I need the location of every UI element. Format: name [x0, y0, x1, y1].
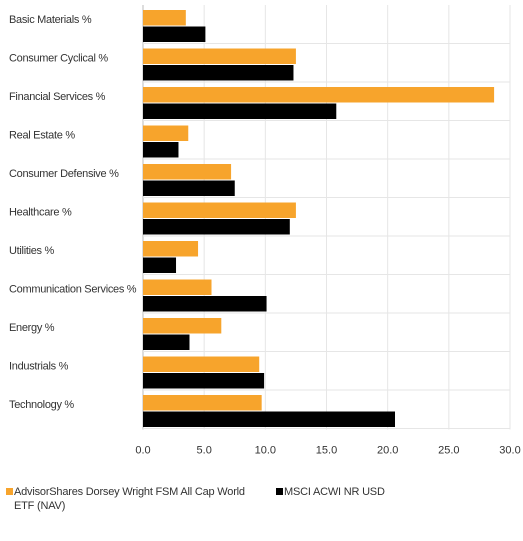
bars [143, 10, 495, 427]
bar-benchmark [143, 411, 396, 427]
bar-fund [143, 395, 262, 411]
x-tick-label: 10.0 [255, 445, 276, 457]
legend-item-benchmark: MSCI ACWI NR USD [276, 485, 476, 499]
bar-benchmark [143, 103, 337, 119]
bar-fund [143, 48, 296, 64]
bar-benchmark [143, 180, 235, 196]
bar-benchmark [143, 142, 179, 158]
bar-fund [143, 318, 222, 334]
x-tick-label: 30.0 [499, 445, 520, 457]
bar-fund [143, 10, 186, 26]
x-tick-label: 20.0 [377, 445, 398, 457]
bar-benchmark [143, 219, 290, 235]
x-tick-label: 25.0 [438, 445, 459, 457]
grid-lines [142, 5, 511, 430]
bar-fund [143, 279, 212, 295]
bar-benchmark [143, 65, 294, 81]
legend-item-fund: AdvisorShares Dorsey Wright FSM All Cap … [6, 485, 256, 513]
bar-benchmark [143, 257, 177, 273]
bar-benchmark [143, 373, 265, 389]
legend: AdvisorShares Dorsey Wright FSM All Cap … [0, 485, 523, 535]
x-tick-label: 15.0 [316, 445, 337, 457]
bar-fund [143, 356, 260, 372]
category-label: Consumer Cyclical % [9, 53, 108, 65]
category-label: Consumer Defensive % [9, 168, 119, 180]
category-label: Industrials % [9, 361, 69, 373]
category-labels: Basic Materials % Consumer Cyclical % Fina… [9, 14, 137, 411]
category-label: Healthcare % [9, 207, 72, 219]
bar-fund [143, 202, 296, 218]
bar-fund [143, 164, 232, 180]
category-label: Financial Services % [9, 91, 106, 103]
x-axis-ticks: 0.0 5.0 10.0 15.0 20.0 25.0 30.0 [135, 445, 520, 457]
bar-fund [143, 241, 199, 257]
bar-benchmark [143, 296, 267, 312]
x-tick-label: 5.0 [197, 445, 212, 457]
x-tick-label: 0.0 [135, 445, 150, 457]
bar-benchmark [143, 334, 190, 350]
category-label: Basic Materials % [9, 14, 92, 26]
bar-benchmark [143, 26, 206, 42]
category-label: Communication Services % [9, 284, 137, 296]
legend-swatch-benchmark [276, 488, 283, 495]
legend-label-benchmark: MSCI ACWI NR USD [284, 486, 385, 498]
legend-swatch-fund [6, 488, 13, 495]
sector-bar-chart: Basic Materials % Consumer Cyclical % Fina… [9, 5, 521, 457]
category-label: Real Estate % [9, 130, 75, 142]
category-label: Technology % [9, 399, 74, 411]
bar-fund [143, 87, 495, 103]
legend-label-fund: AdvisorShares Dorsey Wright FSM All Cap … [14, 486, 245, 512]
category-label: Utilities % [9, 245, 55, 257]
bar-fund [143, 125, 189, 141]
category-label: Energy % [9, 322, 55, 334]
